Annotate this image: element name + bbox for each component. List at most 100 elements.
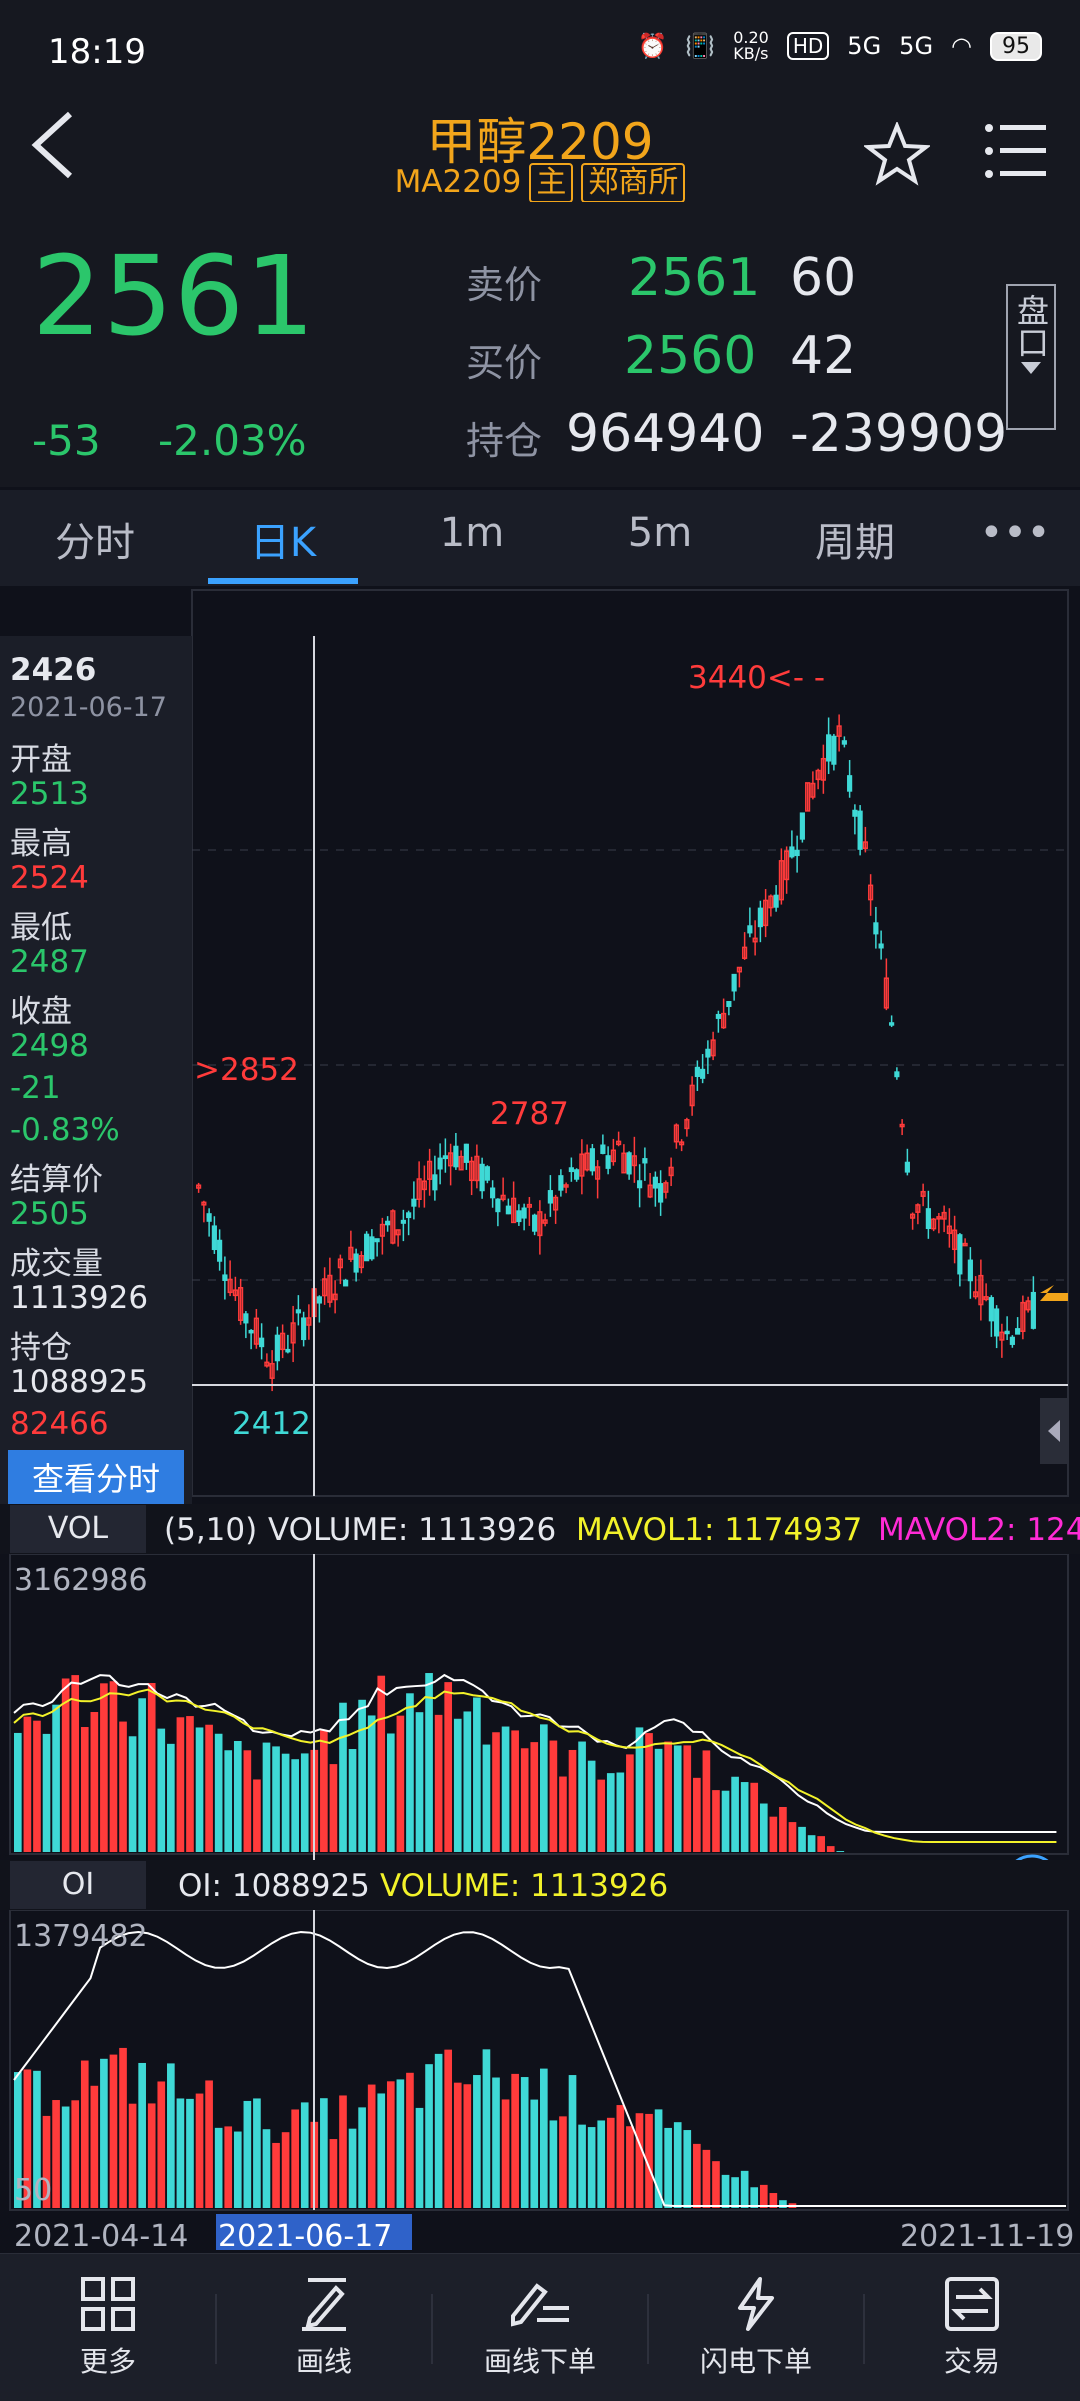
candle-body xyxy=(931,1218,937,1230)
tab-daily-k[interactable]: 日K xyxy=(249,520,317,566)
volume-header: VOL (5,10) VOLUME: 1113926 MAVOL1: 11749… xyxy=(0,1504,1080,1554)
candle-body xyxy=(705,1048,711,1058)
alarm-icon: ⏰ xyxy=(637,32,668,60)
info-high-label: 最高 xyxy=(10,826,72,862)
volume-bar xyxy=(195,2093,204,2208)
volume-bar xyxy=(320,2098,328,2208)
volume-bar xyxy=(587,2127,596,2208)
status-time: 18:19 xyxy=(48,32,146,72)
volume-bar xyxy=(300,2102,309,2208)
volume-bar xyxy=(186,2098,194,2208)
candle-body xyxy=(925,1208,931,1230)
chevron-left-icon xyxy=(1048,1420,1060,1442)
nav-draw[interactable]: 画线 xyxy=(216,2276,432,2380)
candle-body xyxy=(579,1153,585,1177)
candle-body xyxy=(805,782,811,812)
candle-body xyxy=(852,809,858,817)
info-settle: 2505 xyxy=(10,1196,89,1232)
chevron-down-icon xyxy=(1021,362,1041,374)
back-icon[interactable] xyxy=(26,110,80,180)
nav-divider xyxy=(215,2294,217,2364)
volume-bar xyxy=(138,2062,146,2208)
candle-body xyxy=(736,966,742,973)
volume-bar xyxy=(119,2047,127,2208)
candle-body xyxy=(1004,1330,1010,1335)
order-book-toggle[interactable]: 盘口 xyxy=(1006,284,1056,430)
volume-bar xyxy=(501,2099,510,2208)
candle-body xyxy=(663,1182,669,1193)
candle-body xyxy=(595,1166,601,1180)
volume-bar xyxy=(597,2120,606,2208)
candle-body xyxy=(878,943,884,949)
candle-body xyxy=(411,1198,417,1207)
candle-body xyxy=(778,860,784,901)
menu-list-icon[interactable] xyxy=(984,122,1048,180)
kline-chart-area[interactable]: 3440<- - >2852 2787 2412 3162986 1379482… xyxy=(0,586,1080,2250)
candle-body xyxy=(442,1155,448,1160)
candle-body xyxy=(316,1296,322,1304)
tab-5m[interactable]: 5m xyxy=(627,510,693,556)
volume-bar xyxy=(291,2109,299,2208)
volume-bar xyxy=(176,2098,185,2208)
volume-bar xyxy=(214,1733,223,1852)
volume-bar xyxy=(693,2143,701,2208)
volume-bar xyxy=(750,1782,759,1852)
volume-bar xyxy=(836,1851,845,1852)
volume-bar xyxy=(128,2103,137,2208)
vol-indicator-select[interactable]: VOL xyxy=(10,1505,146,1553)
candle-body xyxy=(568,1167,574,1173)
volume-bar xyxy=(568,1749,577,1852)
volume-bar xyxy=(444,2049,453,2208)
candle-body xyxy=(196,1184,202,1189)
level-2787-label: 2787 xyxy=(490,1096,569,1132)
volume-bar xyxy=(14,1732,22,1852)
tab-1m[interactable]: 1m xyxy=(439,510,505,556)
candle-body xyxy=(658,1183,664,1203)
vol-params: (5,10) xyxy=(164,1512,258,1548)
candle-body xyxy=(952,1229,958,1251)
volume-bar xyxy=(578,2124,586,2208)
candle-body xyxy=(668,1166,674,1177)
volume-bar xyxy=(673,2122,682,2208)
candle-body xyxy=(1030,1291,1036,1329)
price-change: -53 xyxy=(32,416,101,465)
volume-bar xyxy=(90,2085,99,2208)
volume-bar xyxy=(759,1803,768,1852)
exchange-badge: 郑商所 xyxy=(581,163,686,203)
candle-body xyxy=(621,1152,627,1174)
volume-bar xyxy=(616,2105,625,2208)
tab-period[interactable]: 周期 xyxy=(815,520,895,566)
volume-bar xyxy=(348,1749,357,1852)
nav-trade[interactable]: 交易 xyxy=(864,2276,1080,2380)
xaxis-end: 2021-11-19 xyxy=(900,2219,1074,2250)
candle-body xyxy=(694,1066,700,1078)
more-tabs-icon[interactable]: ••• xyxy=(979,510,1051,556)
volume-bar xyxy=(52,2100,60,2208)
volume-bar xyxy=(415,1712,424,1852)
favorite-star-icon[interactable] xyxy=(864,122,930,188)
candle-body xyxy=(815,769,821,781)
candle-body xyxy=(264,1361,270,1367)
candle-body xyxy=(395,1229,401,1236)
order-book-label: 盘口 xyxy=(1012,294,1050,358)
volume-bar xyxy=(157,2081,166,2208)
volume-bar xyxy=(693,1777,701,1852)
volume-bar xyxy=(673,1745,682,1852)
nav-divider xyxy=(647,2294,649,2364)
oi-value: 964940 xyxy=(566,404,765,464)
volume-bar xyxy=(119,1721,127,1852)
oi-indicator-select[interactable]: OI xyxy=(10,1861,146,1909)
volume-bar xyxy=(320,1730,328,1852)
tab-intraday[interactable]: 分时 xyxy=(55,520,135,566)
oi-panel-frame xyxy=(9,1909,1069,2211)
volume-bar xyxy=(759,2184,768,2208)
volume-bar xyxy=(750,2187,759,2208)
crosshair-info-panel: 2426 2021-06-17 开盘 2513 最高 2524 最低 2487 … xyxy=(0,636,192,1508)
nav-draw-order[interactable]: 画线下单 xyxy=(432,2276,648,2380)
nav-more[interactable]: 更多 xyxy=(0,2276,216,2380)
view-intraday-button[interactable]: 查看分时 xyxy=(8,1450,184,1508)
nav-divider xyxy=(431,2294,433,2364)
candle-body xyxy=(847,775,853,792)
nav-flash-order[interactable]: 闪电下单 xyxy=(648,2276,864,2380)
volume-bar xyxy=(798,1826,806,1852)
